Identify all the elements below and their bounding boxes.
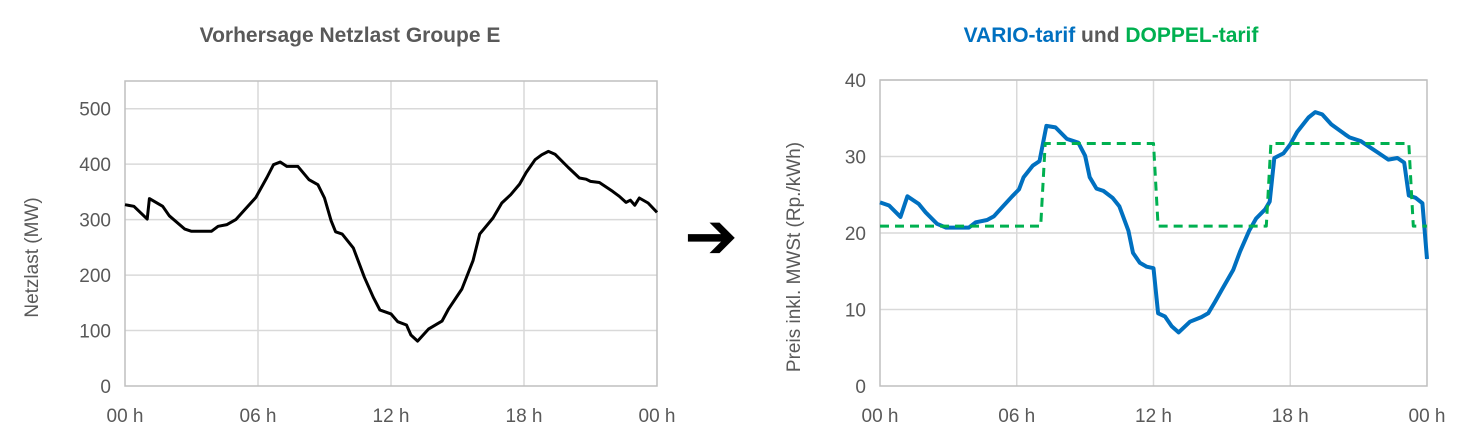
x-tick-label: 00 h — [639, 406, 676, 427]
netzlast-chart: 0 100 200 300 400 500 00 h 06 h 12 h 18 h 00 h Netz… — [22, 24, 675, 427]
y-tick-label: 100 — [79, 322, 111, 343]
x-tick-label: 06 h — [998, 406, 1035, 427]
x-tick-label: 12 h — [373, 406, 410, 427]
x-tick-label: 00 h — [862, 406, 899, 427]
x-tick-label: 12 h — [1135, 406, 1172, 427]
y-tick-label: 20 — [845, 224, 866, 245]
y-tick-label: 40 — [845, 71, 866, 92]
doppel-tarif-series-line — [880, 142, 1427, 228]
vario-tarif-series-line — [879, 110, 1429, 335]
right-arrow-icon: ➔ — [684, 200, 738, 274]
y-tick-label: 30 — [845, 148, 866, 169]
y-tick-label: 200 — [79, 266, 111, 287]
chart-title-part: VARIO-tarif — [964, 24, 1077, 47]
y-tick-label: 400 — [79, 155, 111, 176]
y-tick-label: 500 — [79, 100, 111, 121]
netzlast-series-line — [124, 149, 659, 343]
tarif-chart: 0 10 20 30 40 00 h 06 h 12 h 18 h 00 h Preis inkl.… — [784, 24, 1445, 427]
x-tick-label: 18 h — [506, 406, 543, 427]
chart-title-part: DOPPEL-tarif — [1125, 24, 1259, 47]
y-tick-label: 0 — [100, 377, 111, 398]
y-tick-label: 10 — [845, 301, 866, 322]
x-tick-label: 06 h — [240, 406, 277, 427]
y-axis-label: Netzlast (MW) — [22, 197, 43, 317]
y-tick-label: 0 — [855, 377, 866, 398]
plot-area-border — [879, 79, 1428, 387]
chart-title: VARIO-tarif und DOPPEL-tarif — [964, 24, 1260, 47]
x-tick-label: 00 h — [107, 406, 144, 427]
chart-title: Vorhersage Netzlast Groupe E — [200, 24, 501, 47]
chart-title-part: und — [1075, 24, 1125, 47]
y-axis-label: Preis inkl. MWSt (Rp./kWh) — [784, 142, 805, 372]
x-tick-label: 00 h — [1409, 406, 1446, 427]
y-tick-label: 300 — [79, 211, 111, 232]
x-tick-label: 18 h — [1272, 406, 1309, 427]
plot-area-border — [124, 80, 658, 387]
